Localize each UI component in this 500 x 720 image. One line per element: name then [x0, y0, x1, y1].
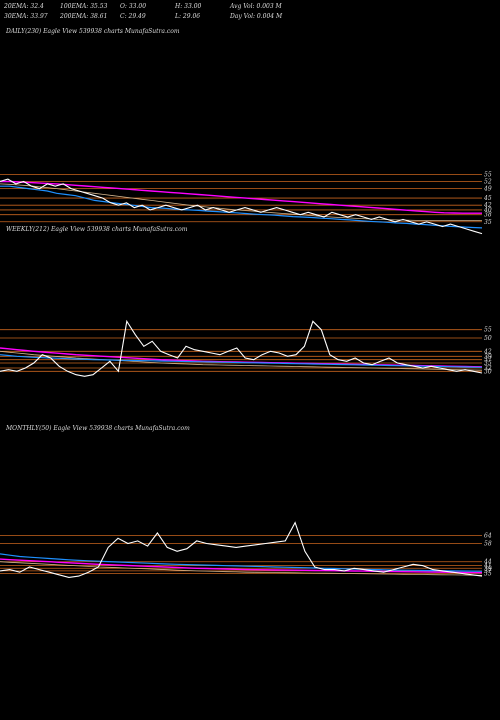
level-tick-label: 37	[484, 568, 492, 575]
price-line	[0, 178, 483, 235]
level-tick-label: 40	[483, 207, 492, 214]
level-tick-label: 50	[484, 335, 492, 342]
price-line	[0, 521, 483, 578]
level-tick-label: 42	[483, 202, 492, 209]
day-vol-label: Day Vol: 0.004 M	[230, 13, 283, 20]
ema-mid-line	[0, 350, 483, 371]
ema30-label: 30EMA: 33.97	[4, 13, 48, 20]
level-tick-label: 42	[483, 348, 492, 355]
avg-vol-label: Avg Vol: 0.003 M	[230, 3, 282, 10]
level-tick-label: 39	[484, 565, 492, 572]
daily-panel-label: DAILY(230) Eagle View 539938 charts Muna…	[6, 28, 180, 35]
level-tick-label: 30	[484, 368, 492, 375]
ema20-label: 20EMA: 32.4	[4, 3, 44, 10]
level-tick-label: 41	[483, 563, 492, 570]
level-tick-label: 55	[484, 327, 492, 334]
level-tick-label: 35	[484, 570, 492, 577]
ema-fast-line	[0, 553, 483, 572]
ema100-label: 100EMA: 35.53	[60, 3, 108, 10]
weekly-panel-label: WEEKLY(212) Eagle View 539938 charts Mun…	[6, 226, 188, 233]
monthly-panel-label: MONTHLY(50) Eagle View 539938 charts Mun…	[6, 425, 190, 432]
level-tick-label: 38	[484, 212, 492, 219]
level-tick-label: 35	[484, 360, 492, 367]
close-label: C: 29.49	[120, 13, 146, 20]
level-tick-label: 35	[484, 219, 492, 226]
level-tick-label: 64	[484, 533, 492, 540]
high-label: H: 33.00	[175, 3, 202, 10]
level-tick-label: 58	[484, 540, 492, 547]
ema-fast-line	[0, 354, 483, 368]
level-tick-label: 55	[484, 171, 492, 178]
level-tick-label: 39	[484, 353, 492, 360]
level-tick-label: 37	[484, 357, 492, 364]
ema-fast-line	[0, 185, 483, 229]
ema-slow-line	[0, 558, 483, 574]
level-tick-label: 44	[483, 559, 492, 566]
level-tick-label: 32	[484, 365, 492, 372]
ema200-label: 200EMA: 38.61	[60, 13, 108, 20]
low-label: L: 29.06	[175, 13, 201, 20]
level-tick-label: 49	[483, 186, 492, 193]
ema-slow-line	[0, 180, 482, 214]
ema-mid-line	[0, 561, 483, 576]
level-tick-label: 52	[484, 178, 492, 185]
price-line	[0, 319, 483, 377]
open-label: O: 33.00	[120, 3, 147, 10]
level-tick-label: 45	[483, 195, 492, 202]
